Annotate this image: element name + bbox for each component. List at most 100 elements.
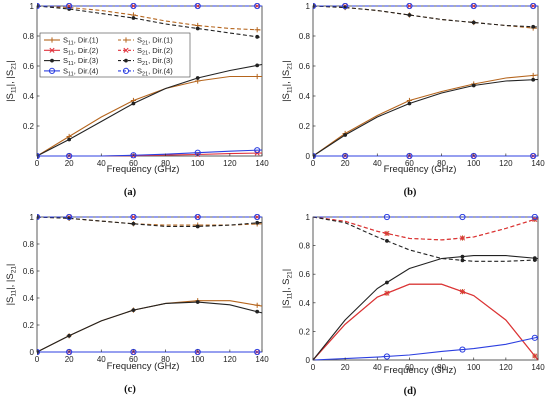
- data-point: [67, 137, 72, 142]
- y-tick-label: 0.4: [299, 299, 311, 308]
- y-tick-label: 0.8: [23, 32, 35, 41]
- x-tick-label: 100: [191, 355, 205, 364]
- y-tick-label: 0: [306, 356, 311, 365]
- data-point: [66, 152, 73, 159]
- x-tick-label: 0: [35, 159, 40, 168]
- series-line: [313, 216, 539, 262]
- x-tick-label: 120: [223, 355, 237, 364]
- y-tick-label: 0.6: [23, 62, 35, 71]
- x-tick-label: 140: [255, 159, 269, 168]
- data-point: [66, 348, 73, 355]
- data-point: [470, 3, 477, 10]
- panel-caption: (b): [404, 187, 417, 198]
- data-point: [343, 133, 348, 137]
- legend-label: S21, Dir.(4): [137, 67, 173, 78]
- y-tick-label: 0.8: [299, 32, 311, 41]
- data-point: [255, 63, 260, 68]
- data-point: [254, 3, 260, 9]
- data-point: [254, 73, 260, 80]
- data-point: [530, 3, 537, 10]
- x-tick-label: 100: [467, 363, 481, 372]
- data-point: [195, 76, 200, 80]
- data-point: [130, 152, 137, 159]
- data-point: [471, 20, 476, 25]
- data-point: [131, 101, 136, 106]
- x-tick-label: 100: [191, 159, 205, 168]
- data-point: [194, 3, 201, 10]
- data-point: [254, 27, 260, 33]
- data-point: [313, 3, 317, 10]
- data-point: [37, 153, 40, 159]
- data-point: [342, 3, 349, 10]
- data-point: [194, 214, 201, 221]
- series-line: [313, 5, 539, 28]
- data-point: [37, 152, 41, 159]
- plot-area: [312, 216, 539, 361]
- data-point: [313, 152, 317, 159]
- data-point: [37, 214, 40, 220]
- data-point: [532, 258, 537, 262]
- data-point: [195, 3, 201, 9]
- y-tick-label: 0.2: [299, 327, 311, 336]
- x-tick-label: 0: [311, 363, 316, 372]
- data-point: [254, 302, 260, 308]
- y-tick-label: 0.4: [299, 92, 311, 101]
- data-point: [531, 24, 536, 29]
- x-tick-label: 120: [499, 363, 513, 372]
- data-point: [254, 214, 260, 220]
- data-point: [531, 334, 538, 341]
- series-line: [37, 63, 263, 157]
- data-point: [384, 290, 390, 296]
- data-point: [255, 34, 260, 39]
- series-group: [37, 214, 263, 355]
- y-tick-label: 0.4: [23, 92, 35, 101]
- data-point: [532, 353, 538, 359]
- legend-marker: [49, 37, 55, 43]
- x-tick-label: 80: [437, 159, 446, 168]
- data-point: [130, 214, 137, 221]
- data-point: [459, 214, 466, 221]
- data-point: [131, 16, 136, 20]
- data-point: [130, 3, 136, 9]
- data-point: [195, 300, 200, 304]
- panel-caption: (a): [124, 187, 137, 198]
- y-tick-label: 1: [306, 2, 311, 11]
- y-tick-label: 0.2: [23, 122, 35, 131]
- data-point: [254, 348, 261, 355]
- data-point: [131, 221, 136, 226]
- data-point: [383, 214, 391, 221]
- legend-label: S21, Dir.(3): [137, 56, 173, 67]
- data-point: [531, 77, 536, 82]
- legend-label: S21, Dir.(1): [137, 36, 173, 47]
- data-point: [67, 333, 72, 338]
- data-point: [66, 3, 72, 9]
- legend-label: S11, Dir.(4): [63, 67, 99, 78]
- panel-caption: (c): [124, 384, 136, 395]
- data-point: [254, 147, 261, 154]
- data-point: [194, 348, 201, 355]
- legend-marker: [49, 47, 55, 53]
- series-line: [313, 78, 539, 157]
- x-tick-label: 120: [499, 159, 513, 168]
- y-axis-label: |S11|, |S21|: [5, 60, 18, 102]
- data-point: [37, 3, 41, 10]
- data-point: [254, 214, 261, 221]
- legend-label: S11, Dir.(2): [63, 46, 99, 57]
- x-tick-label: 20: [341, 363, 350, 372]
- x-tick-label: 0: [35, 355, 40, 364]
- y-tick-label: 1: [306, 213, 311, 222]
- series-line: [313, 255, 539, 361]
- panel-c: 0 20 40 60 80 100 120 140 0 0.2 0.4 0.6 0.8 1 Frequenc…: [5, 213, 269, 395]
- x-axis-label: Frequency (GHz): [107, 164, 180, 175]
- data-point: [130, 3, 137, 10]
- y-tick-label: 0: [306, 152, 311, 161]
- legend-label: S11, Dir.(1): [63, 36, 99, 47]
- data-point: [195, 26, 200, 31]
- series-line: [37, 216, 263, 227]
- data-point: [470, 152, 477, 159]
- legend-marker: [122, 67, 130, 75]
- data-point: [406, 152, 413, 159]
- data-point: [531, 214, 538, 221]
- data-point: [406, 3, 412, 9]
- data-point: [37, 349, 40, 355]
